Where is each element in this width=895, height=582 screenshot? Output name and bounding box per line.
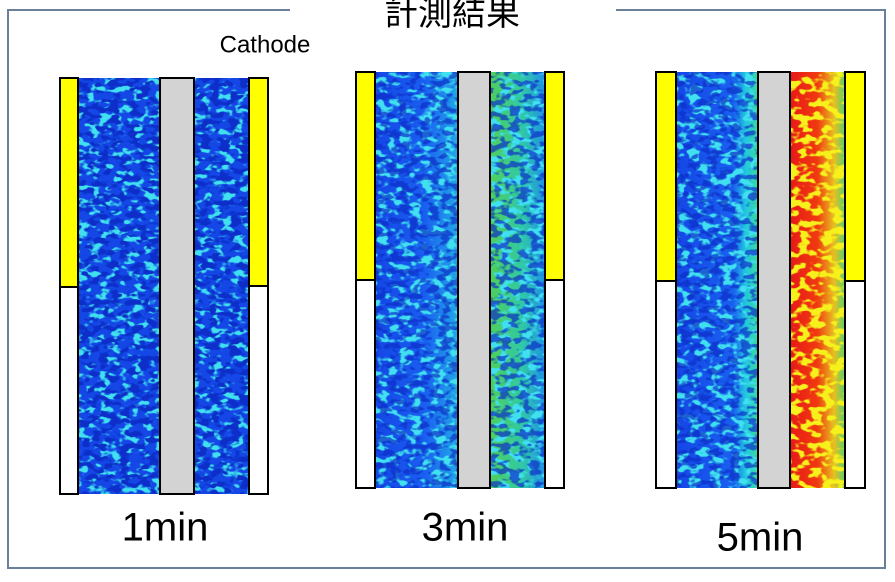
scan-speckle [790, 72, 845, 488]
yellow-bar [545, 72, 564, 280]
title: 計測結果 [384, 0, 520, 33]
panel-1m [60, 78, 268, 494]
panel-3m [356, 72, 564, 488]
white-bar [656, 281, 676, 488]
electrode [458, 72, 490, 488]
yellow-bar [845, 72, 865, 281]
white-bar [60, 287, 78, 494]
white-bar [249, 286, 268, 494]
panel-label: 3min [422, 506, 509, 550]
electrode [160, 78, 194, 494]
page: 計測結果 Cathode 1min 3min 5min (() => { con… [0, 0, 895, 577]
panel-label: 5min [717, 516, 804, 560]
panel-label: 1min [122, 506, 209, 550]
yellow-bar [356, 72, 375, 280]
annotation: Cathode [220, 31, 311, 58]
yellow-bar [60, 78, 78, 287]
yellow-bar [656, 72, 676, 281]
white-bar [356, 280, 375, 488]
yellow-bar [249, 78, 268, 286]
electrode [758, 72, 790, 488]
scan-speckle [676, 72, 758, 488]
panel-5m [656, 72, 865, 488]
white-bar [845, 281, 865, 488]
figure: 計測結果 Cathode 1min 3min 5min [0, 0, 895, 577]
white-bar [545, 280, 564, 488]
